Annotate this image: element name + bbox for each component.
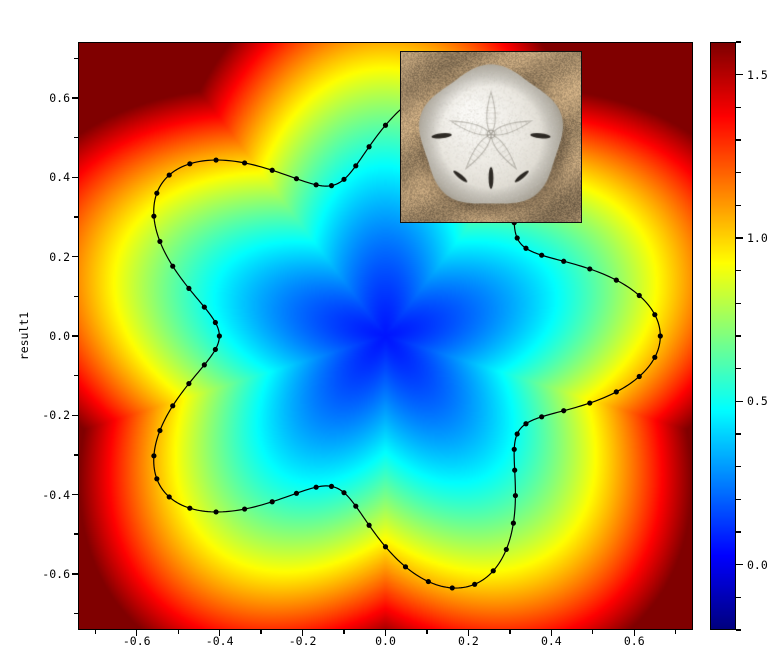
colorbar-tick-minor <box>736 172 741 173</box>
y-axis-label: result1 <box>17 312 31 360</box>
y-tick-label: 0.6 <box>49 91 70 105</box>
sand-dollar-inset[interactable] <box>400 51 582 223</box>
colorbar-tick-minor <box>736 139 741 140</box>
colorbar-tick-label: 0.5 <box>747 394 768 408</box>
y-tick-minor <box>74 58 78 59</box>
colorbar-tick-label: 0.0 <box>747 558 768 572</box>
y-tick-major <box>72 256 78 257</box>
x-tick-minor <box>95 630 96 634</box>
y-tick-label: -0.6 <box>42 567 70 581</box>
y-tick-major <box>72 494 78 495</box>
x-tick-minor <box>260 630 261 634</box>
y-tick-major <box>72 415 78 416</box>
y-tick-minor <box>74 137 78 138</box>
colorbar-tick-major <box>736 564 743 565</box>
colorbar-tick-minor <box>736 107 741 108</box>
figure-canvas: result1 -0.6 -0.4 -0.2 0.0 0.2 0.4 0.6 -0.6 -0.4… <box>0 0 770 664</box>
colorbar <box>710 42 736 630</box>
colorbar-tick-label: 1.5 <box>747 68 768 82</box>
x-tick-minor <box>343 630 344 634</box>
y-tick-major <box>72 177 78 178</box>
x-tick-label: 0.0 <box>375 634 396 648</box>
colorbar-tick-minor <box>736 531 741 532</box>
y-tick-minor <box>74 296 78 297</box>
colorbar-tick-minor <box>736 335 741 336</box>
colorbar-tick-minor <box>736 466 741 467</box>
y-tick-label: -0.4 <box>42 488 70 502</box>
x-tick-label: 0.2 <box>458 634 479 648</box>
main-axes[interactable] <box>78 42 693 630</box>
y-tick-label: 0.2 <box>49 250 70 264</box>
x-tick-label: -0.2 <box>289 634 317 648</box>
colorbar-tick-minor <box>736 205 741 206</box>
colorbar-tick-minor <box>736 433 741 434</box>
colorbar-tick-minor <box>736 368 741 369</box>
x-tick-label: 0.6 <box>624 634 645 648</box>
x-tick-minor <box>426 630 427 634</box>
x-tick-label: -0.6 <box>123 634 151 648</box>
x-tick-minor <box>592 630 593 634</box>
y-tick-major <box>72 97 78 98</box>
x-tick-label: -0.4 <box>206 634 234 648</box>
heatmap-image <box>79 43 692 629</box>
x-tick-minor <box>509 630 510 634</box>
y-tick-minor <box>74 454 78 455</box>
colorbar-tick-minor <box>736 597 741 598</box>
y-tick-major <box>72 573 78 574</box>
colorbar-tick-major <box>736 401 743 402</box>
y-tick-label: 0.0 <box>49 329 70 343</box>
y-tick-minor <box>74 533 78 534</box>
x-tick-minor <box>675 630 676 634</box>
colorbar-tick-label: 1.0 <box>747 231 768 245</box>
x-tick-minor <box>178 630 179 634</box>
colorbar-tick-minor <box>736 303 741 304</box>
colorbar-tick-major <box>736 74 743 75</box>
y-tick-label: -0.2 <box>42 408 70 422</box>
y-tick-minor <box>74 216 78 217</box>
colorbar-tick-minor <box>736 499 741 500</box>
y-tick-minor <box>74 375 78 376</box>
x-tick-label: 0.4 <box>541 634 562 648</box>
y-tick-label: 0.4 <box>49 170 70 184</box>
y-tick-major <box>72 335 78 336</box>
colorbar-tick-minor <box>736 270 741 271</box>
colorbar-tick-major <box>736 237 743 238</box>
y-tick-minor <box>74 613 78 614</box>
colorbar-tick-minor <box>736 629 741 630</box>
colorbar-tick-minor <box>736 41 741 42</box>
